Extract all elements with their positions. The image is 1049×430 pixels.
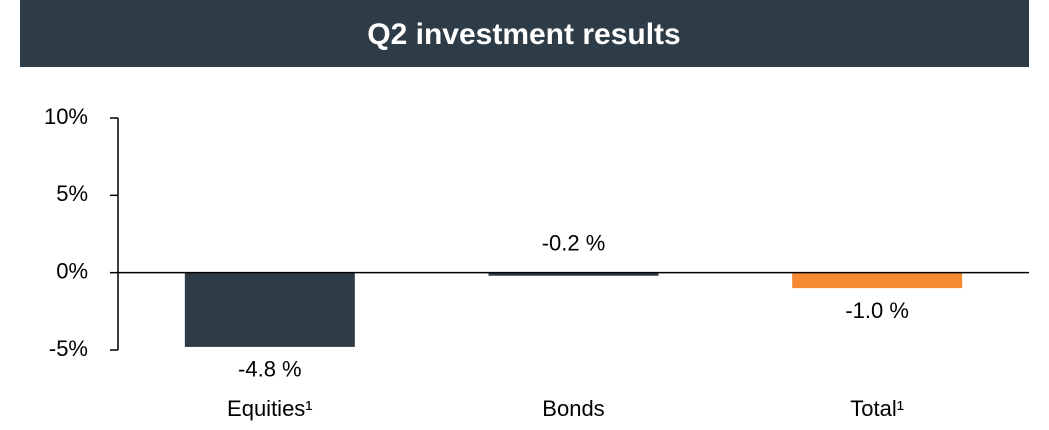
y-tick-label: 5% xyxy=(56,181,88,206)
y-tick-label: -5% xyxy=(49,336,88,361)
bar xyxy=(792,272,963,289)
y-tick-label: 10% xyxy=(44,104,88,129)
value-label: -1.0 % xyxy=(845,298,909,323)
x-tick-label: Equities¹ xyxy=(227,396,313,421)
value-label: -0.2 % xyxy=(542,230,606,255)
bar xyxy=(488,272,659,276)
title-bar xyxy=(20,0,1029,67)
value-label: -4.8 % xyxy=(238,357,302,382)
chart-title: Q2 investment results xyxy=(367,18,680,51)
y-tick-label: 0% xyxy=(56,258,88,283)
bar xyxy=(184,272,355,347)
x-tick-label: Total¹ xyxy=(850,396,904,421)
x-tick-label: Bonds xyxy=(542,396,604,421)
